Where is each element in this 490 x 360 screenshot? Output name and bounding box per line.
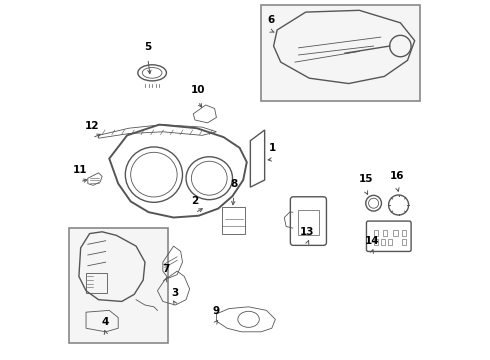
Text: 3: 3	[172, 288, 179, 297]
Bar	[373, 239, 378, 245]
Text: 15: 15	[359, 174, 373, 184]
Text: 6: 6	[268, 15, 275, 24]
Text: 2: 2	[192, 197, 198, 206]
Text: 14: 14	[365, 237, 379, 247]
Text: 12: 12	[85, 121, 99, 131]
Bar	[393, 230, 397, 236]
Text: 11: 11	[73, 165, 87, 175]
Bar	[222, 207, 245, 234]
Text: 10: 10	[191, 85, 205, 95]
Text: 4: 4	[102, 317, 109, 327]
Bar	[383, 230, 387, 236]
Bar	[298, 210, 319, 235]
Bar	[402, 239, 407, 245]
Bar	[381, 239, 385, 245]
Text: 13: 13	[300, 227, 315, 237]
Bar	[261, 5, 420, 102]
Text: 16: 16	[390, 171, 404, 181]
Bar	[373, 230, 378, 236]
Text: 1: 1	[269, 143, 276, 153]
Bar	[69, 228, 168, 342]
Text: 7: 7	[162, 264, 170, 274]
Bar	[402, 230, 407, 236]
Bar	[86, 273, 107, 293]
Text: 8: 8	[230, 179, 238, 189]
Text: 9: 9	[212, 306, 219, 316]
Text: 5: 5	[144, 42, 151, 52]
Bar	[388, 239, 392, 245]
